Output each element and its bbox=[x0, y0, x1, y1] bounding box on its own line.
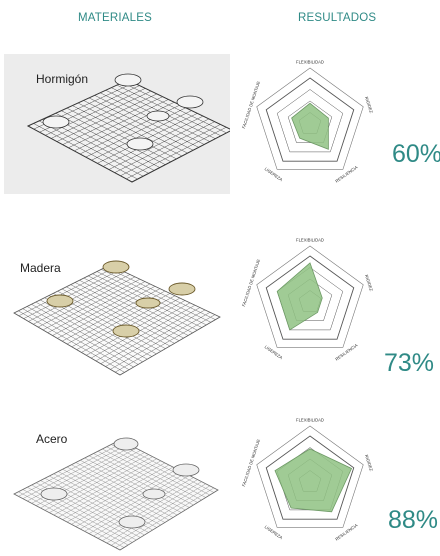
radar-frame bbox=[256, 67, 364, 170]
grid-line bbox=[116, 84, 221, 137]
grid-line bbox=[105, 266, 216, 320]
radar-data-area bbox=[291, 102, 329, 150]
results-header: RESULTADOS bbox=[298, 12, 377, 24]
result-percentage: 73% bbox=[384, 349, 435, 377]
column-ring bbox=[118, 515, 146, 529]
radar-frame bbox=[256, 245, 364, 348]
result-percentage: 88% bbox=[388, 506, 439, 534]
hormigon-structure-drawing bbox=[4, 54, 230, 194]
radar-axis-label: LIGEREZA bbox=[264, 166, 284, 182]
grid-line bbox=[122, 82, 227, 134]
result-percentage: 60% bbox=[392, 140, 440, 168]
column-ring bbox=[113, 437, 139, 451]
radar-axis-label: RIGIDEZ bbox=[364, 274, 374, 292]
grid-line bbox=[115, 314, 216, 373]
grid-line bbox=[114, 121, 215, 173]
column-ring bbox=[42, 115, 70, 129]
radar-chart-hormigon: FLEXIBILIDAD RIGIDEZ RESILIENCIA LIGEREZA FA… bbox=[241, 60, 374, 184]
material-row-hormigon: Hormigón FLEXIBILIDAD RIGIDEZ RESILIENCIA L… bbox=[0, 50, 440, 200]
grid-line bbox=[102, 481, 202, 541]
column-ring bbox=[40, 487, 68, 501]
grid-line bbox=[115, 487, 215, 548]
grid-line bbox=[90, 302, 191, 359]
grid-line bbox=[66, 286, 175, 344]
column-ring bbox=[114, 73, 142, 87]
column-ring bbox=[142, 488, 166, 500]
radar-axis-label: FLEXIBILIDAD bbox=[296, 60, 324, 65]
grid-line bbox=[106, 483, 206, 544]
grid-line bbox=[115, 442, 215, 493]
materials-header: MATERIALES bbox=[78, 12, 152, 24]
column-ring bbox=[172, 463, 200, 477]
radar-data-area bbox=[274, 448, 353, 513]
material-row-acero: Acero FLEXIBILIDAD RIGIDEZ RESILIENCIA LIGE… bbox=[0, 410, 440, 556]
grid-line bbox=[95, 304, 196, 362]
radar-data-area bbox=[276, 262, 323, 331]
radar-axis-label: FACILIDAD DE MONTAJE bbox=[241, 258, 261, 307]
madera-structure-drawing bbox=[13, 260, 221, 376]
grid-line bbox=[110, 312, 211, 370]
grid-line bbox=[101, 269, 212, 323]
column-ring bbox=[46, 294, 74, 308]
radar-axis-label: FACILIDAD DE MONTAJE bbox=[241, 80, 261, 129]
column-ring bbox=[102, 260, 130, 274]
radar-chart-madera: FLEXIBILIDAD RIGIDEZ RESILIENCIA LIGEREZA FA… bbox=[241, 238, 374, 362]
material-label: Madera bbox=[20, 261, 61, 275]
radar-grid-ring bbox=[287, 100, 333, 143]
radar-grid-ring bbox=[276, 89, 344, 153]
material-label: Hormigón bbox=[36, 72, 89, 86]
grid-line bbox=[111, 444, 210, 496]
column-ring bbox=[112, 324, 140, 338]
column-ring bbox=[135, 297, 161, 309]
column-ring bbox=[168, 282, 196, 296]
grid-line bbox=[111, 485, 210, 546]
grid-line bbox=[70, 284, 180, 341]
radar-axis-label: RIGIDEZ bbox=[364, 96, 374, 114]
radar-axis-label: RESILIENCIA bbox=[334, 343, 358, 362]
grid-line bbox=[79, 280, 189, 336]
grid-line bbox=[120, 124, 221, 177]
radar-frame bbox=[256, 425, 364, 528]
acero-structure-drawing bbox=[13, 437, 219, 551]
material-label: Acero bbox=[36, 432, 68, 446]
column-ring bbox=[176, 95, 204, 109]
grid-line bbox=[105, 309, 206, 367]
radar-axis-label: RIGIDEZ bbox=[364, 454, 374, 472]
grid-line bbox=[106, 446, 206, 498]
column-ring bbox=[146, 110, 170, 122]
column-ring bbox=[126, 137, 154, 151]
grid-line bbox=[126, 127, 227, 180]
radar-axis-label: RESILIENCIA bbox=[334, 523, 358, 542]
radar-axis-label: LIGEREZA bbox=[264, 524, 284, 540]
radar-axis-label: FLEXIBILIDAD bbox=[296, 418, 324, 423]
radar-axis-label: FLEXIBILIDAD bbox=[296, 238, 324, 243]
radar-axis-label: RESILIENCIA bbox=[334, 165, 358, 184]
radar-chart-acero: FLEXIBILIDAD RIGIDEZ RESILIENCIA LIGEREZA FA… bbox=[241, 418, 374, 542]
grid-line bbox=[74, 282, 184, 339]
radar-axis-label: LIGEREZA bbox=[264, 344, 284, 360]
material-row-madera: Madera FLEXIBILIDAD RIGIDEZ RESILIENCIA LIG… bbox=[0, 225, 440, 385]
radar-axis-label: FACILIDAD DE MONTAJE bbox=[241, 438, 261, 487]
grid-line bbox=[100, 307, 201, 364]
